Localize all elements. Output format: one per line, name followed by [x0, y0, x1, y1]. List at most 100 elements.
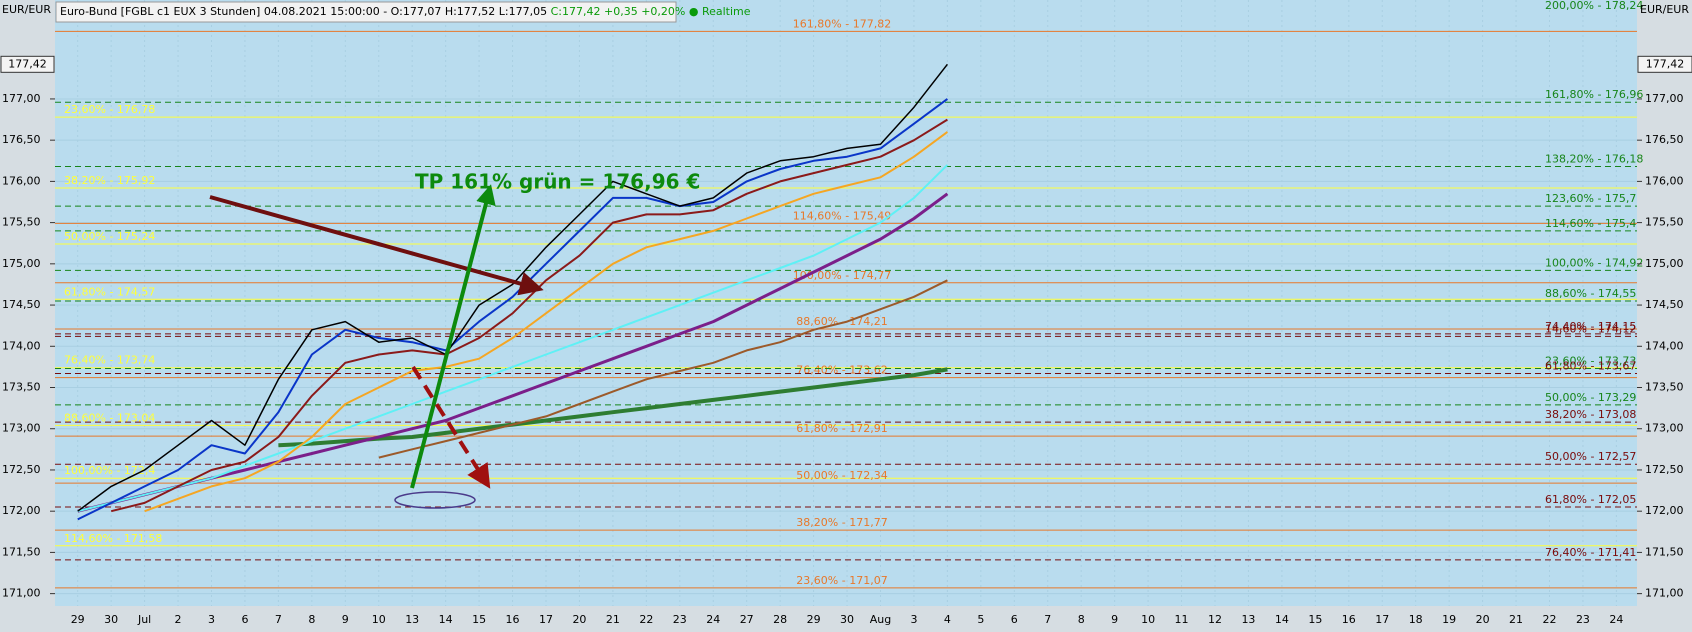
x-tick-label: 22 — [639, 613, 653, 626]
fib-label: 61,80% - 173,67 — [1545, 359, 1636, 372]
arrow — [411, 365, 491, 489]
fib-label: 23,60% - 173,73 — [1545, 355, 1636, 368]
x-tick-label: 23 — [673, 613, 687, 626]
arrow — [209, 195, 544, 296]
y-tick-label: 172,00 — [1645, 504, 1684, 517]
price-box — [1637, 55, 1692, 73]
x-tick-label: 13 — [405, 613, 419, 626]
fib-label: 74,40% - 174,15 — [1545, 320, 1636, 333]
x-tick-label: 11 — [1175, 613, 1189, 626]
y-tick-label: 175,00 — [2, 257, 41, 270]
x-tick-label: 22 — [1543, 613, 1557, 626]
x-tick-label: 15 — [1308, 613, 1322, 626]
series-line — [278, 367, 948, 448]
x-tick-label: 23 — [1576, 613, 1590, 626]
x-tick-label: 13 — [1241, 613, 1255, 626]
series-line — [77, 164, 949, 513]
x-tick-label: 20 — [1476, 613, 1490, 626]
fib-levels: 23,60% - 176,78 38,20% - 175,92 50,00% - 1… — [55, 0, 1643, 589]
fib-label: 114,60% - 175,4 — [1545, 217, 1636, 230]
x-tick-label: 7 — [1044, 613, 1051, 626]
y-tick-label: 171,50 — [1645, 545, 1684, 558]
fib-label: 50,00% - 173,29 — [1545, 391, 1636, 404]
y-tick-label: 175,00 — [1645, 257, 1684, 270]
x-tick-label: 3 — [208, 613, 215, 626]
fib-label: 161,80% - 176,96 — [1545, 88, 1643, 101]
x-tick-label: 2 — [175, 613, 182, 626]
y-tick-label: 172,50 — [1645, 463, 1684, 476]
grid — [55, 0, 1637, 606]
y-tick-label: 176,50 — [1645, 133, 1684, 146]
x-tick-label: 8 — [1078, 613, 1085, 626]
fib-label: 100,00% - 174,92 — [1545, 256, 1643, 269]
x-tick-label: 4 — [944, 613, 951, 626]
x-tick-label: 24 — [1609, 613, 1623, 626]
fib-label: 100,00% - 174,77 — [793, 269, 891, 282]
fib-label: 114,60% - 175,49 — [793, 209, 891, 222]
plot-area — [55, 0, 1637, 606]
x-tick-label: 30 — [840, 613, 854, 626]
fib-label: 88,60% - 174,21 — [796, 315, 887, 328]
y-tick-label: 171,00 — [1645, 587, 1684, 600]
y-tick-label: 176,00 — [2, 174, 41, 187]
x-tick-label: 19 — [1442, 613, 1456, 626]
x-tick-label: 17 — [1375, 613, 1389, 626]
fib-label: 61,80% - 174,57 — [64, 285, 155, 298]
series-line — [378, 279, 948, 459]
x-tick-label: Jul — [137, 613, 151, 626]
y-tick-label: 173,00 — [1645, 422, 1684, 435]
fib-label: 88,60% - 173,04 — [64, 411, 155, 424]
x-tick-label: 12 — [1208, 613, 1222, 626]
x-tick-label: 15 — [472, 613, 486, 626]
fib-label: 23,60% - 171,07 — [796, 574, 887, 587]
y-tick-label: 174,50 — [2, 298, 41, 311]
series-line — [77, 192, 949, 513]
highlight-ellipse — [394, 491, 476, 509]
x-tick-label: 10 — [372, 613, 386, 626]
x-tick-label: 30 — [104, 613, 118, 626]
y-tick-label: 176,00 — [1645, 174, 1684, 187]
fib-label: 38,20% - 171,77 — [796, 516, 887, 529]
fib-label: 138,20% - 176,18 — [1545, 153, 1643, 166]
series-line — [77, 98, 948, 521]
fib-label: 38,20% - 173,08 — [1545, 408, 1636, 421]
y-tick-label: 173,50 — [1645, 381, 1684, 394]
series-line — [110, 118, 948, 513]
x-tick-label: 16 — [506, 613, 520, 626]
currency-label: EUR/EUR — [1640, 3, 1689, 16]
chart-title: Euro-Bund [FGBL c1 EUX 3 Stunden] 04.08.… — [60, 5, 751, 18]
axes: 171,00 171,00 171,50 171,50 172,00 172,00 172,… — [0, 55, 1692, 626]
fib-label: 200,00% - 178,24 — [1545, 0, 1643, 12]
x-tick-label: 24 — [706, 613, 720, 626]
fib-label: 50,00% - 172,34 — [796, 469, 887, 482]
x-tick-label: 6 — [1011, 613, 1018, 626]
y-tick-label: 174,00 — [2, 339, 41, 352]
title-text: Euro-Bund [FGBL c1 EUX 3 Stunden] 04.08.… — [60, 5, 547, 18]
x-tick-label: 17 — [539, 613, 553, 626]
fib-label: 23,60% - 176,78 — [64, 103, 155, 116]
x-tick-label: 20 — [572, 613, 586, 626]
x-tick-label: 9 — [342, 613, 349, 626]
x-tick-label: 18 — [1409, 613, 1423, 626]
y-tick-label: 171,50 — [2, 545, 41, 558]
x-tick-label: 5 — [977, 613, 984, 626]
y-tick-label: 174,50 — [1645, 298, 1684, 311]
fib-label: 61,80% - 172,91 — [796, 422, 887, 435]
y-tick-label: 176,50 — [2, 133, 41, 146]
price-box — [0, 55, 55, 73]
fib-label: 38,20% - 175,92 — [64, 174, 155, 187]
series-line — [144, 131, 948, 513]
fib-label: 61,80% - 172,05 — [1545, 493, 1636, 506]
annotation: TP 161% grün = 176,96 € — [415, 170, 700, 194]
currency-label: EUR/EUR — [2, 3, 51, 16]
arrow — [410, 184, 496, 489]
x-tick-label: 28 — [773, 613, 787, 626]
fib-label: 88,60% - 174,55 — [1545, 287, 1636, 300]
x-tick-label: Aug — [870, 613, 891, 626]
fib-label: 76,40% - 171,41 — [1545, 546, 1636, 559]
x-tick-label: 14 — [439, 613, 453, 626]
title-change: C:177,42 +0,35 +0,20% ● Realtime — [551, 5, 751, 18]
y-tick-label: 172,00 — [2, 504, 41, 517]
fib-label: 123,60% - 175,7 — [1545, 192, 1636, 205]
